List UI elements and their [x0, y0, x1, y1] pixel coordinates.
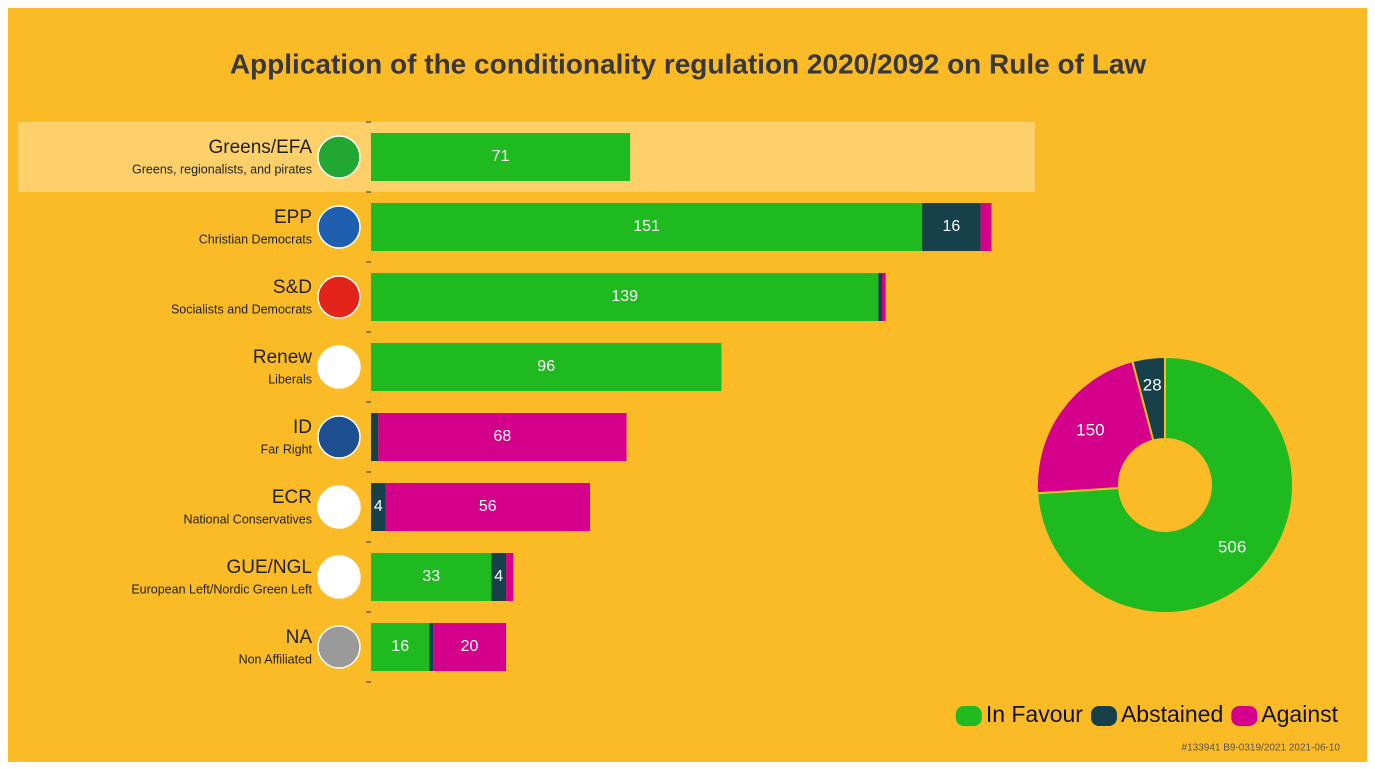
bar-segment	[878, 273, 882, 321]
party-logo	[317, 485, 361, 529]
bar-segment	[433, 623, 507, 671]
category-description: Far Right	[261, 442, 313, 456]
bar-segment	[371, 133, 631, 181]
value-label: 151	[633, 218, 660, 235]
category-description: Non Affiliated	[239, 652, 312, 666]
category-label: EPP	[274, 207, 312, 228]
value-label: 33	[422, 568, 440, 585]
chart-title: Application of the conditionality regula…	[230, 48, 1147, 79]
value-label: 96	[537, 358, 555, 375]
legend-swatch	[1090, 706, 1117, 726]
party-logo	[317, 625, 361, 669]
value-label: 20	[461, 638, 479, 655]
bar-segment	[371, 483, 386, 531]
bar-segment	[429, 623, 434, 671]
value-label: 71	[492, 148, 510, 165]
value-label: 16	[942, 218, 960, 235]
legend-label: Against	[1261, 701, 1338, 727]
value-label: 139	[611, 288, 638, 305]
value-label: 4	[374, 498, 383, 515]
category-label: NA	[286, 627, 313, 648]
value-label: 28	[1143, 375, 1162, 394]
party-logo	[317, 275, 361, 319]
party-logo	[317, 555, 361, 599]
category-description: Socialists and Democrats	[171, 302, 312, 316]
bar-segment	[371, 203, 923, 251]
bar-segment	[378, 413, 627, 461]
donut-slice	[1036, 355, 1294, 614]
legend-label: Abstained	[1121, 701, 1223, 727]
category-label: Greens/EFA	[209, 137, 313, 158]
bar-segment	[506, 553, 514, 601]
donut-slice	[1131, 355, 1166, 442]
category-description: Liberals	[268, 372, 312, 386]
value-label: 4	[494, 568, 503, 585]
legend-label: In Favour	[986, 701, 1083, 727]
value-label: 150	[1076, 421, 1104, 440]
bar-segment	[385, 483, 590, 531]
party-logo	[317, 135, 361, 179]
legend-swatch	[1231, 706, 1258, 726]
category-label: ECR	[272, 487, 312, 508]
legend-swatch	[955, 706, 982, 726]
category-description: Christian Democrats	[199, 232, 312, 246]
category-label: GUE/NGL	[226, 557, 312, 578]
value-label: 68	[494, 428, 512, 445]
bar-segment	[371, 623, 430, 671]
category-description: Greens, regionalists, and pirates	[132, 162, 312, 176]
bar-segment	[980, 203, 992, 251]
bar-segment	[922, 203, 981, 251]
bar-segment	[882, 273, 886, 321]
bar-segment	[371, 413, 379, 461]
bar-segment	[491, 553, 507, 601]
party-logo	[317, 345, 361, 389]
footnote: #133941 B9-0319/2021 2021-06-10	[1182, 743, 1341, 754]
bar-segment	[371, 553, 492, 601]
party-logo	[317, 415, 361, 459]
party-logo	[317, 205, 361, 249]
category-description: European Left/Nordic Green Left	[131, 582, 312, 596]
donut-slice	[1036, 359, 1155, 495]
category-label: ID	[293, 417, 312, 438]
value-label: 56	[479, 498, 497, 515]
bar-segment	[371, 273, 879, 321]
value-label: 506	[1218, 537, 1246, 556]
category-description: National Conservatives	[183, 512, 312, 526]
value-label: 16	[391, 638, 409, 655]
bar-segment	[371, 343, 722, 391]
category-label: S&D	[273, 277, 312, 298]
category-label: Renew	[253, 347, 312, 368]
